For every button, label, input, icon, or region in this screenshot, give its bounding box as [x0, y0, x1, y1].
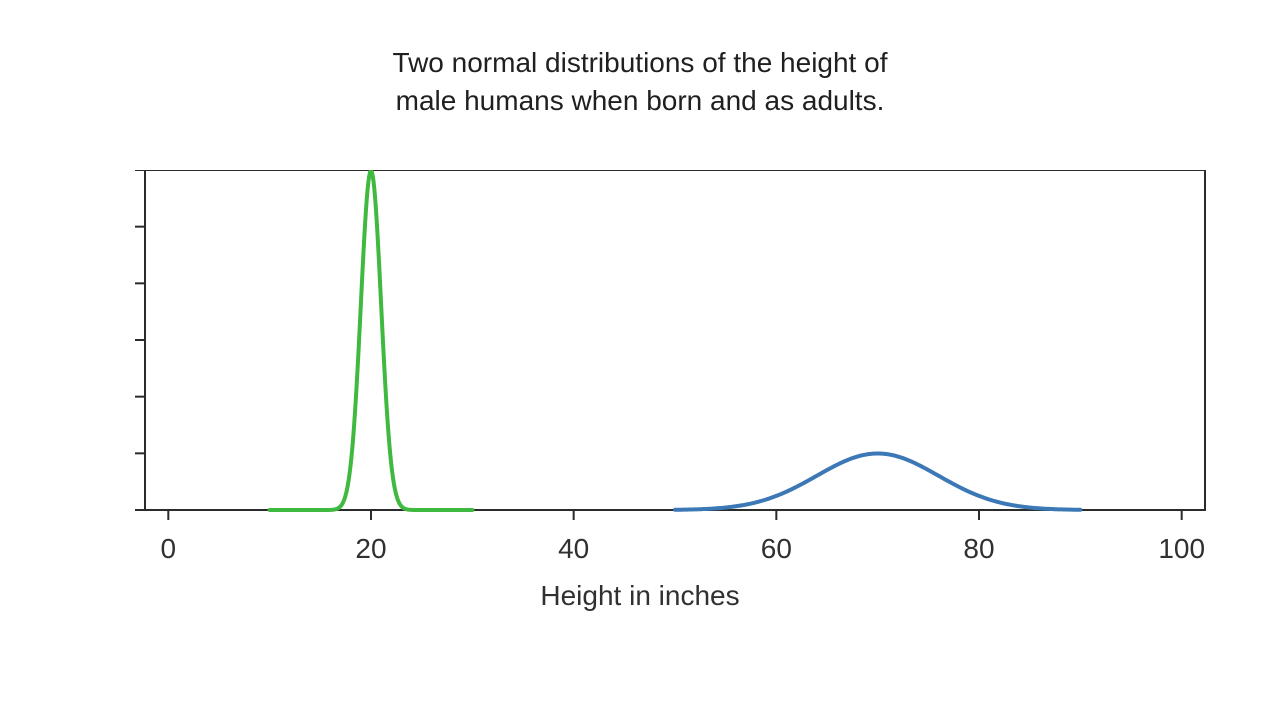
plot-frame — [145, 170, 1205, 510]
chart-title: Two normal distributions of the height o… — [0, 44, 1280, 120]
x-tick-label: 40 — [558, 533, 589, 564]
distribution-chart: 0 20 40 60 80 100 — [130, 170, 1210, 580]
x-tick-label: 80 — [963, 533, 994, 564]
x-tick-label: 60 — [761, 533, 792, 564]
title-line-1: Two normal distributions of the height o… — [393, 47, 888, 78]
x-axis-label: Height in inches — [0, 580, 1280, 612]
x-tick-label: 100 — [1158, 533, 1205, 564]
x-tick-label: 20 — [355, 533, 386, 564]
title-line-2: male humans when born and as adults. — [396, 85, 885, 116]
x-tick-label: 0 — [161, 533, 177, 564]
figure-wrap: Two normal distributions of the height o… — [0, 0, 1280, 720]
